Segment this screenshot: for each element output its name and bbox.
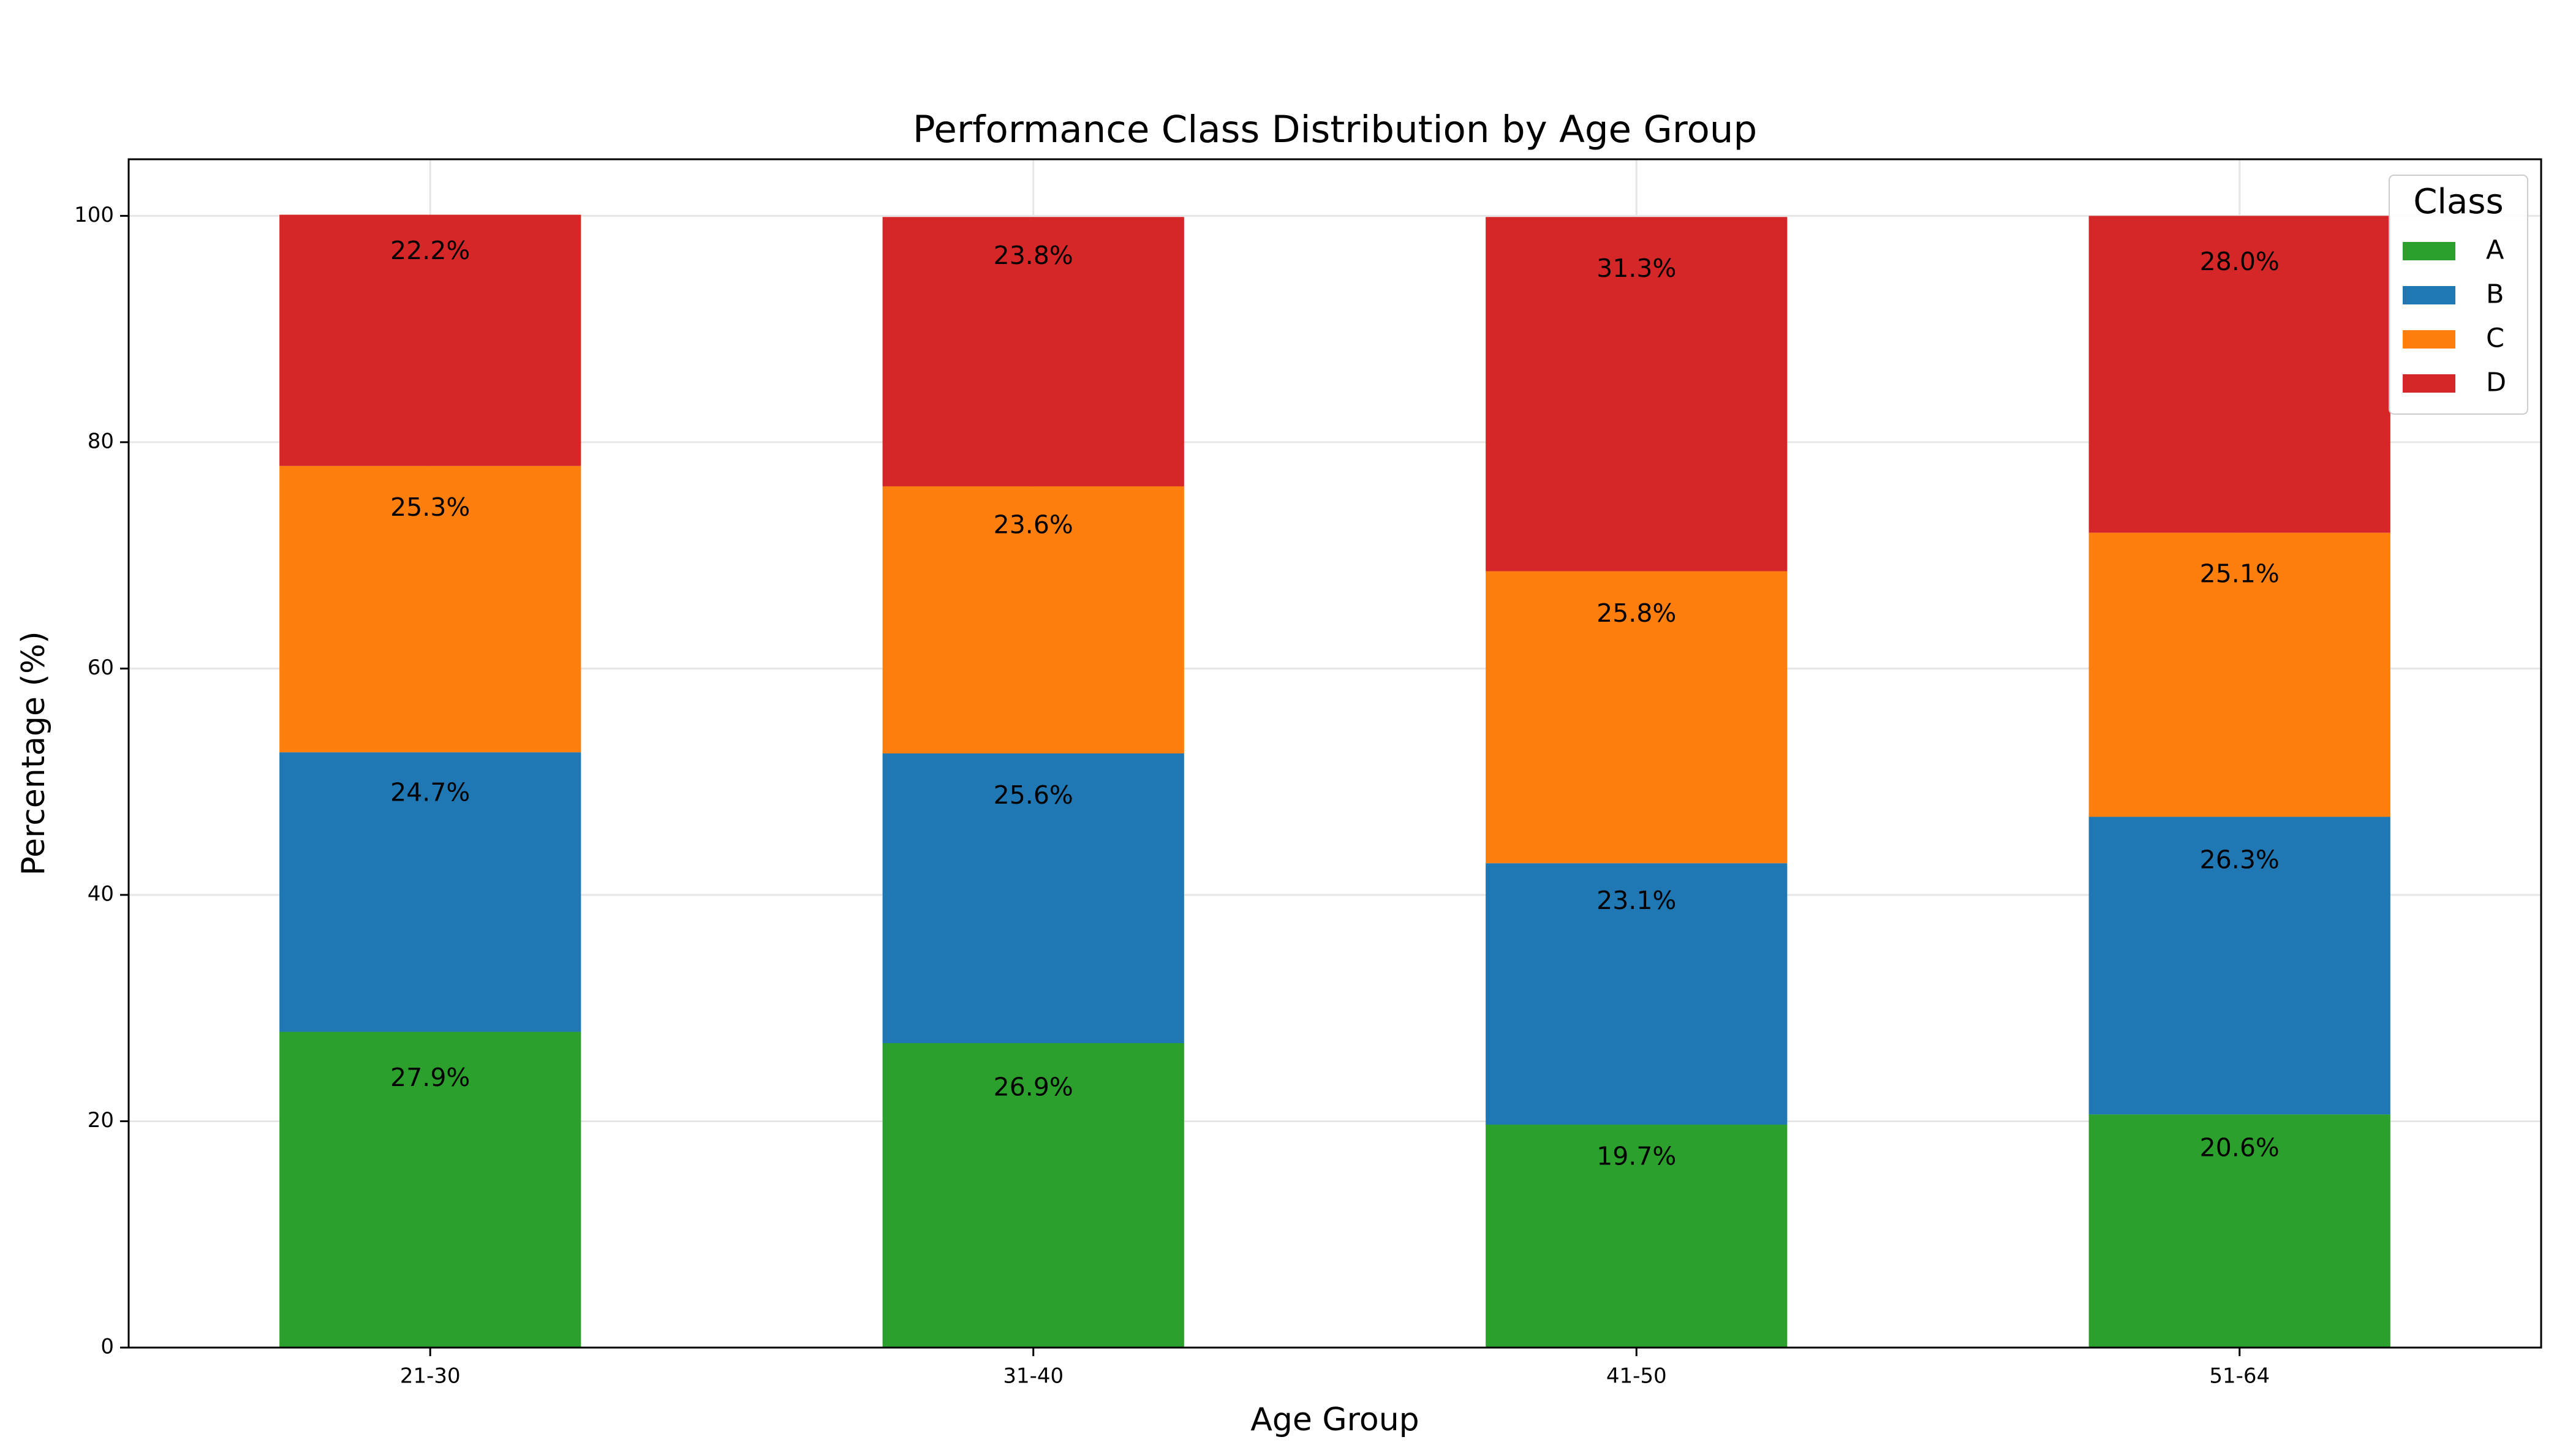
- chart-title: Performance Class Distribution by Age Gr…: [913, 108, 1757, 151]
- y-axis: 0 20 40 60 80 100: [74, 203, 129, 1359]
- segment-label: 27.9%: [390, 1063, 470, 1092]
- legend-swatch-a: [2403, 242, 2455, 260]
- segment-label: 28.0%: [2200, 247, 2280, 276]
- segment-label: 19.7%: [1596, 1142, 1676, 1171]
- x-axis: 21-30 31-40 41-50 51-64: [400, 1348, 2270, 1389]
- y-tick-label: 20: [88, 1108, 114, 1133]
- bar-segment-a-51-64: [2088, 1114, 2390, 1348]
- segment-label: 26.9%: [994, 1073, 1073, 1102]
- bar-segment-b-21-30: [279, 752, 581, 1032]
- bar-segment-c-21-30: [279, 466, 581, 753]
- segment-label: 23.8%: [994, 241, 1073, 270]
- legend-swatch-b: [2403, 286, 2455, 304]
- segment-label: 24.7%: [390, 778, 470, 807]
- legend-label-c: C: [2486, 323, 2504, 354]
- legend-swatch-d: [2403, 374, 2455, 393]
- bar-segment-c-41-50: [1486, 571, 1788, 864]
- x-tick-label: 41-50: [1606, 1364, 1667, 1389]
- segment-label: 25.8%: [1596, 598, 1676, 628]
- bar-segment-b-31-40: [882, 753, 1184, 1043]
- bar-segment-a-21-30: [279, 1032, 581, 1348]
- bar-segment-c-31-40: [882, 486, 1184, 753]
- segment-label: 25.1%: [2200, 559, 2280, 588]
- legend-label-a: A: [2486, 235, 2504, 266]
- segment-label: 22.2%: [390, 236, 470, 265]
- plot-frame: [127, 158, 2542, 1349]
- y-tick-label: 80: [88, 429, 114, 453]
- segment-label: 23.6%: [994, 510, 1073, 539]
- legend-label-d: D: [2486, 368, 2506, 398]
- x-tick-label: 51-64: [2209, 1364, 2270, 1389]
- bar-segment-b-51-64: [2088, 817, 2390, 1115]
- y-tick-label: 100: [74, 203, 114, 227]
- legend-swatch-c: [2403, 330, 2455, 349]
- y-axis-label: Percentage (%): [15, 631, 52, 875]
- bars: [279, 214, 2390, 1348]
- y-tick-label: 0: [100, 1335, 114, 1359]
- bar-segment-a-31-40: [882, 1043, 1184, 1348]
- bar-segment-d-31-40: [882, 217, 1184, 486]
- bar-segment-c-51-64: [2088, 532, 2390, 817]
- legend-box: [2389, 175, 2528, 415]
- segment-label: 31.3%: [1596, 254, 1676, 283]
- segment-label: 25.3%: [390, 492, 470, 522]
- segment-label: 20.6%: [2200, 1133, 2280, 1162]
- legend-title: Class: [2413, 182, 2503, 222]
- bar-segment-d-21-30: [279, 214, 581, 466]
- y-tick-label: 40: [88, 881, 114, 906]
- bar-segment-b-41-50: [1486, 863, 1788, 1125]
- segment-labels: 27.9% 24.7% 25.3% 22.2% 26.9% 25.6% 23.6% 23.8%…: [390, 236, 2280, 1171]
- segment-label: 26.3%: [2200, 845, 2280, 874]
- legend-label-b: B: [2486, 279, 2504, 310]
- bar-segment-d-51-64: [2088, 216, 2390, 533]
- segment-label: 23.1%: [1596, 886, 1676, 915]
- segment-label: 25.6%: [994, 780, 1073, 810]
- x-axis-label: Age Group: [1250, 1401, 1419, 1438]
- bar-segment-a-41-50: [1486, 1125, 1788, 1348]
- bar-segment-d-41-50: [1486, 217, 1788, 571]
- x-tick-label: 21-30: [400, 1364, 461, 1389]
- y-tick-label: 60: [88, 655, 114, 680]
- x-tick-label: 31-40: [1003, 1364, 1064, 1389]
